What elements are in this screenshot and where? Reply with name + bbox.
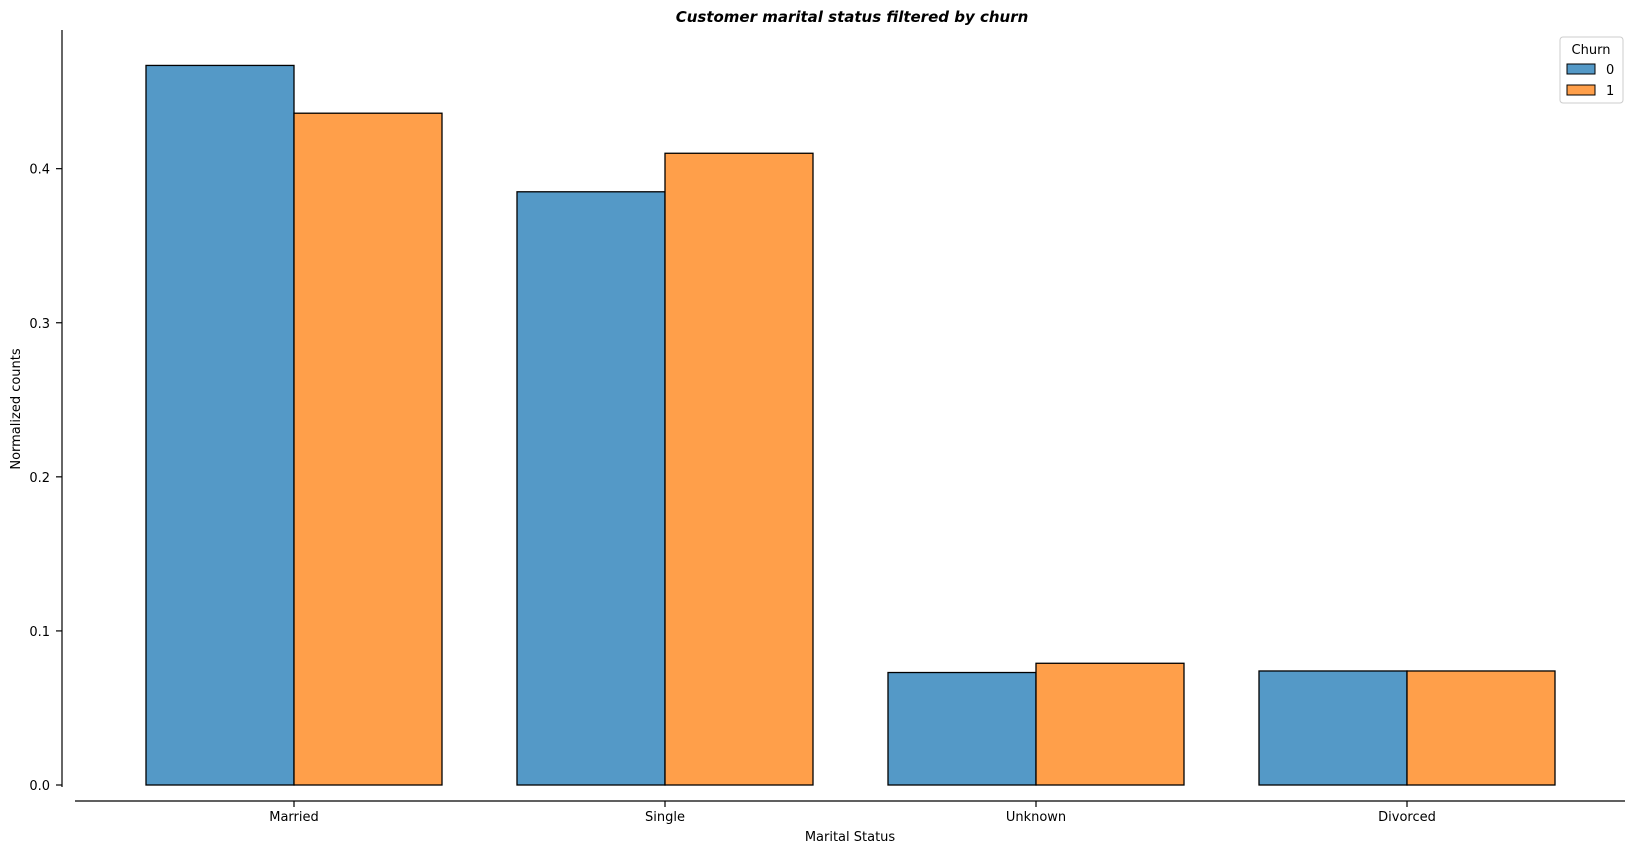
y-tick-label: 0.4 [29, 163, 50, 178]
bar-divorced-churn-0 [1258, 670, 1408, 786]
legend-swatch-0 [1566, 63, 1596, 75]
x-tick-label: Unknown [1006, 810, 1066, 825]
x-tick-label: Married [269, 810, 319, 825]
y-tick-label: 0.0 [29, 779, 50, 794]
bars-group [145, 64, 1556, 786]
x-tick-label: Divorced [1378, 810, 1436, 825]
bar-married-churn-0 [145, 64, 295, 786]
bar-divorced-churn-1 [1406, 670, 1556, 786]
legend-title: Churn [1572, 43, 1611, 58]
chart-title: Customer marital status filtered by chur… [676, 8, 1029, 26]
bar-married-churn-1 [293, 112, 443, 786]
y-axis-label: Normalized counts [9, 348, 24, 470]
y-tick-label: 0.1 [29, 625, 50, 640]
y-tick-label: 0.2 [29, 471, 50, 486]
legend: Churn 01 [1559, 36, 1624, 104]
legend-label-0: 0 [1606, 63, 1614, 78]
bar-single-churn-1 [664, 152, 814, 786]
bar-unknown-churn-1 [1035, 662, 1185, 786]
legend-items: 01 [1566, 63, 1614, 99]
y-ticks-group: 0.0 0.1 0.2 0.3 0.4 [29, 163, 62, 794]
legend-label-1: 1 [1606, 84, 1614, 99]
x-tick-label: Single [645, 810, 685, 825]
legend-swatch-1 [1566, 84, 1596, 96]
x-axis-label: Marital Status [805, 830, 896, 845]
x-ticks-group: Married Single Unknown Divorced [269, 801, 1436, 825]
y-tick-label: 0.3 [29, 317, 50, 332]
bar-single-churn-0 [516, 191, 666, 786]
bar-unknown-churn-0 [887, 671, 1037, 786]
